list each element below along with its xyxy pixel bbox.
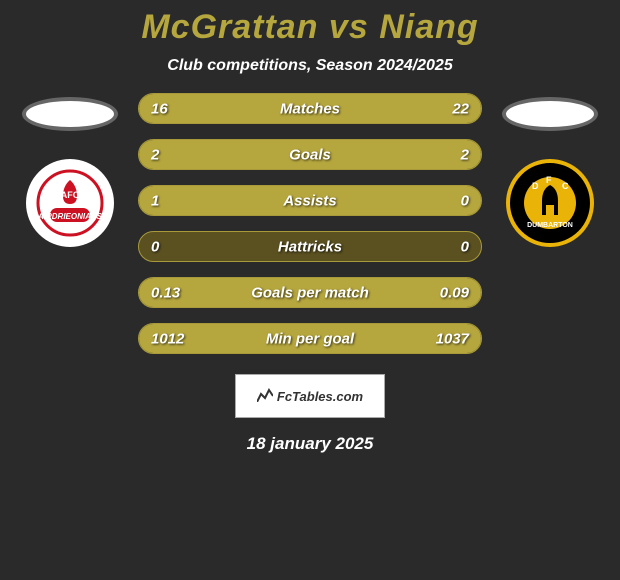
stat-value-right: 0 [461,238,469,255]
svg-text:D: D [532,181,539,191]
stat-row: Goals 2 2 [138,139,482,170]
club-badge-right-icon: DUMBARTON D C F [518,171,582,235]
stat-value-right: 0.09 [440,284,469,301]
player-right-column: DUMBARTON D C F [500,93,600,247]
stat-label: Goals per match [251,284,369,301]
stat-value-left: 16 [151,100,168,117]
stat-label: Min per goal [266,330,354,347]
stat-row: Min per goal 1012 1037 [138,323,482,354]
stat-value-right: 0 [461,192,469,209]
player-right-club-badge: DUMBARTON D C F [506,159,594,247]
comparison-area: AIRDRIEONIANS AFC Matches1622Goals22Assi… [0,93,620,354]
stat-row: Matches 16 22 [138,93,482,124]
svg-text:AIRDRIEONIANS: AIRDRIEONIANS [37,212,103,221]
club-badge-left-icon: AIRDRIEONIANS AFC [35,168,105,238]
stat-row: Goals per match 0.13 0.09 [138,277,482,308]
stat-label: Matches [280,100,340,117]
footer-date: 18 january 2025 [247,434,374,454]
stat-label: Assists [283,192,336,209]
stat-fill-left [139,140,310,169]
stat-value-left: 0.13 [151,284,180,301]
stat-row: Assists 1 0 [138,185,482,216]
site-label: FcTables.com [277,389,363,404]
player-left-club-badge: AIRDRIEONIANS AFC [26,159,114,247]
svg-text:DUMBARTON: DUMBARTON [527,222,573,229]
stat-label: Hattricks [278,238,342,255]
stat-value-left: 0 [151,238,159,255]
player-right-avatar [502,97,598,131]
stat-row: Hattricks 0 0 [138,231,482,262]
stat-value-left: 1012 [151,330,184,347]
player-left-column: AIRDRIEONIANS AFC [20,93,120,247]
svg-text:F: F [546,175,552,185]
stat-fill-right [310,140,481,169]
site-attribution[interactable]: FcTables.com [235,374,385,418]
stat-value-left: 2 [151,146,159,163]
svg-text:AFC: AFC [61,190,80,200]
page-subtitle: Club competitions, Season 2024/2025 [167,57,452,75]
stat-value-right: 2 [461,146,469,163]
player-left-avatar [22,97,118,131]
page-title: McGrattan vs Niang [141,8,478,47]
stats-bars: Matches1622Goals22Assists10Hattricks00Go… [138,93,482,354]
svg-text:C: C [562,181,569,191]
stat-label: Goals [289,146,331,163]
stat-value-right: 22 [452,100,469,117]
stat-value-left: 1 [151,192,159,209]
chart-icon [257,388,273,405]
stat-value-right: 1037 [436,330,469,347]
